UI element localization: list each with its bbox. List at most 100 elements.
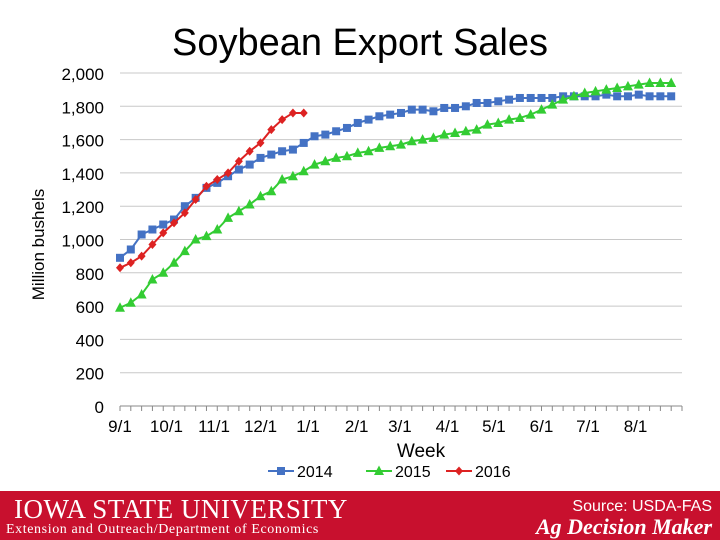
data-point-2014	[342, 123, 351, 132]
data-point-2014	[526, 93, 535, 102]
data-point-2014	[364, 115, 373, 124]
x-tick-label: 10/1	[150, 417, 183, 436]
data-point-2014	[321, 130, 330, 139]
data-point-2014	[288, 145, 297, 154]
data-point-2016	[288, 108, 297, 118]
data-point-2014	[537, 93, 546, 102]
data-point-2014	[515, 93, 524, 102]
data-point-2016	[245, 146, 254, 156]
data-point-2015	[493, 117, 504, 127]
x-tick-label: 5/1	[482, 417, 506, 436]
data-point-2015	[374, 142, 385, 152]
legend-marker	[277, 467, 285, 475]
data-point-2015	[331, 152, 342, 162]
y-tick-label: 1,000	[61, 232, 104, 251]
axes: 0 200 400 600 800 1,000 1,200 1,400 1,600 1,800 2,…	[29, 65, 683, 462]
data-point-2014	[602, 90, 611, 99]
x-tick-label: 11/1	[198, 417, 230, 436]
data-point-2015	[428, 132, 439, 142]
data-point-2014	[613, 92, 622, 101]
y-tick-label: 0	[95, 398, 104, 417]
data-point-2015	[601, 84, 612, 94]
data-point-2014	[645, 92, 654, 101]
x-tick-label: 3/1	[388, 417, 412, 436]
data-point-2015	[255, 190, 266, 201]
data-point-2014	[299, 138, 308, 147]
data-point-2016	[267, 125, 276, 135]
data-point-2014	[234, 165, 243, 174]
data-point-2015	[115, 302, 125, 312]
slide-title: Soybean Export Sales	[171, 22, 548, 64]
data-point-2016	[278, 115, 287, 125]
y-tick-label: 1,800	[61, 98, 104, 117]
y-tick-label: 1,600	[61, 132, 104, 151]
data-point-2016	[256, 138, 265, 148]
data-point-2015	[385, 140, 396, 151]
y-tick-label: 600	[76, 298, 104, 317]
data-point-2015	[406, 135, 417, 146]
data-point-2014	[623, 92, 632, 101]
data-point-2014	[461, 102, 470, 111]
data-point-2014	[126, 245, 135, 254]
gridlines	[120, 72, 682, 374]
data-point-2015	[320, 155, 331, 166]
data-point-2015	[352, 147, 363, 157]
legend: 2014 2015 2016	[268, 464, 511, 481]
data-point-2014	[332, 127, 341, 136]
data-point-2015	[450, 127, 461, 137]
y-tick-label: 200	[76, 365, 104, 384]
legend-item-2014: 2014	[268, 464, 333, 481]
data-point-2015	[125, 297, 136, 307]
data-point-2014	[256, 153, 265, 162]
data-point-2015	[190, 234, 201, 244]
data-point-2015	[579, 87, 590, 97]
data-point-2015	[666, 77, 677, 87]
series-2016	[116, 108, 308, 273]
data-point-2015	[514, 112, 525, 122]
data-point-2014	[440, 103, 449, 112]
legend-label: 2014	[297, 464, 333, 481]
data-point-2014	[472, 98, 481, 107]
data-point-2016	[148, 239, 157, 249]
data-point-2015	[169, 257, 180, 267]
data-point-2015	[558, 94, 569, 104]
x-tick-label: 2/1	[345, 417, 369, 436]
data-point-2015	[417, 134, 428, 144]
data-point-2015	[309, 159, 320, 169]
data-point-2014	[386, 110, 395, 119]
data-point-2015	[147, 273, 158, 284]
data-point-2014	[148, 225, 157, 234]
data-point-2015	[298, 165, 309, 176]
data-point-2014	[667, 92, 676, 101]
data-point-2014	[451, 103, 460, 112]
data-point-2014	[494, 97, 503, 106]
series-layer	[115, 77, 677, 312]
data-point-2015	[179, 245, 190, 256]
data-point-2014	[397, 108, 405, 117]
data-point-2014	[375, 112, 384, 121]
data-point-2015	[525, 109, 536, 119]
y-tick-label: 400	[76, 331, 104, 350]
data-point-2014	[116, 253, 124, 262]
x-tick-label: 12/1	[244, 417, 277, 436]
y-tick-label: 1,200	[61, 198, 104, 217]
brand-logo-text: Ag Decision Maker	[536, 514, 712, 539]
footer-bar	[0, 491, 720, 540]
data-point-2015	[223, 212, 234, 222]
data-point-2014	[137, 230, 146, 239]
y-tick-label: 2,000	[61, 65, 104, 84]
data-point-2015	[482, 119, 493, 129]
x-tick-label: 4/1	[436, 417, 460, 436]
data-point-2015	[504, 114, 515, 124]
data-point-2014	[353, 118, 362, 127]
legend-item-2016: 2016	[446, 464, 511, 481]
data-point-2014	[245, 160, 254, 169]
data-point-2014	[310, 132, 319, 141]
data-point-2015	[233, 205, 244, 216]
legend-label: 2015	[395, 464, 431, 481]
x-tick-label: 8/1	[624, 417, 648, 436]
legend-item-2015: 2015	[366, 464, 431, 481]
series-2014	[116, 90, 676, 262]
data-point-2015	[633, 79, 644, 89]
chart: 0 200 400 600 800 1,000 1,200 1,400 1,600 1,800 2,…	[29, 65, 683, 481]
